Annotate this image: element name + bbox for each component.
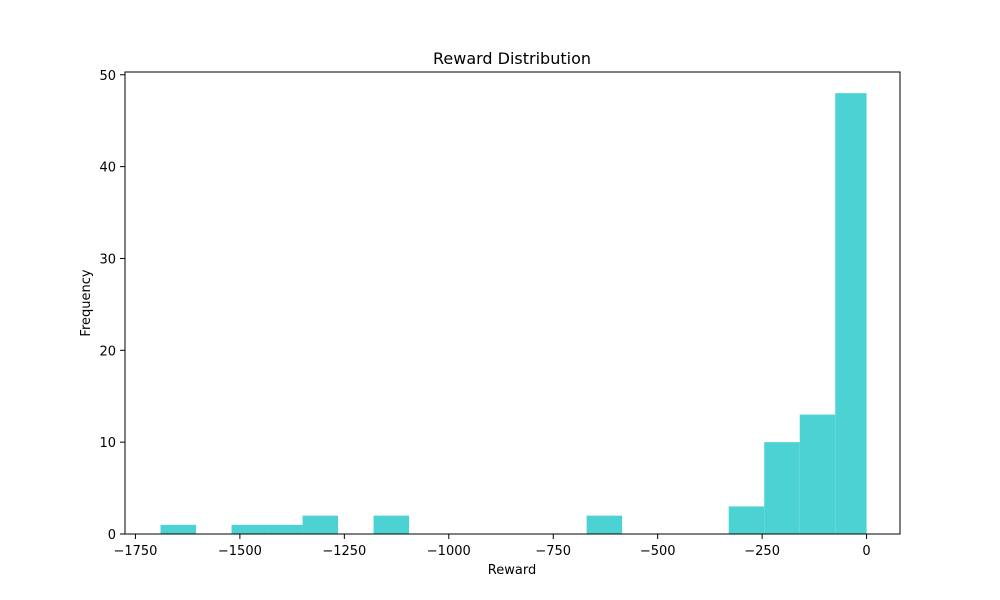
- x-axis-ticks: −1750 −1500 −1250 −1000 −750 −500 −250 0: [113, 534, 871, 559]
- histogram-bar: [835, 93, 867, 535]
- x-tick-label: −1500: [218, 544, 262, 559]
- x-tick-label: −1250: [322, 544, 366, 559]
- y-tick-label: 50: [99, 69, 116, 84]
- chart-title: Reward Distribution: [433, 49, 591, 68]
- histogram-bar: [302, 515, 339, 534]
- histogram-bar: [728, 506, 765, 534]
- x-tick-label: −1000: [427, 544, 471, 559]
- y-tick-label: 40: [99, 161, 116, 176]
- plot-frame: [124, 71, 901, 535]
- x-axis-label: Reward: [488, 563, 536, 578]
- x-tick-label: −250: [744, 544, 780, 559]
- histogram-bar: [586, 515, 623, 534]
- y-tick-label: 30: [99, 252, 116, 267]
- y-tick-label: 20: [99, 344, 116, 359]
- histogram-bar: [799, 414, 836, 534]
- histogram-bar: [160, 524, 197, 534]
- histogram-bar: [373, 515, 410, 534]
- histogram-bar: [764, 442, 800, 534]
- y-axis-ticks: 0 10 20 30 40 50: [99, 69, 125, 543]
- histogram-bar: [267, 524, 303, 534]
- y-tick-label: 10: [99, 436, 116, 451]
- x-tick-label: 0: [862, 544, 870, 559]
- y-tick-label: 0: [108, 528, 116, 543]
- histogram-bar: [231, 524, 268, 534]
- x-tick-label: −1750: [113, 544, 157, 559]
- x-tick-label: −750: [535, 544, 571, 559]
- x-tick-label: −500: [640, 544, 676, 559]
- bars-group: [160, 93, 867, 535]
- y-axis-label: Frequency: [79, 269, 94, 336]
